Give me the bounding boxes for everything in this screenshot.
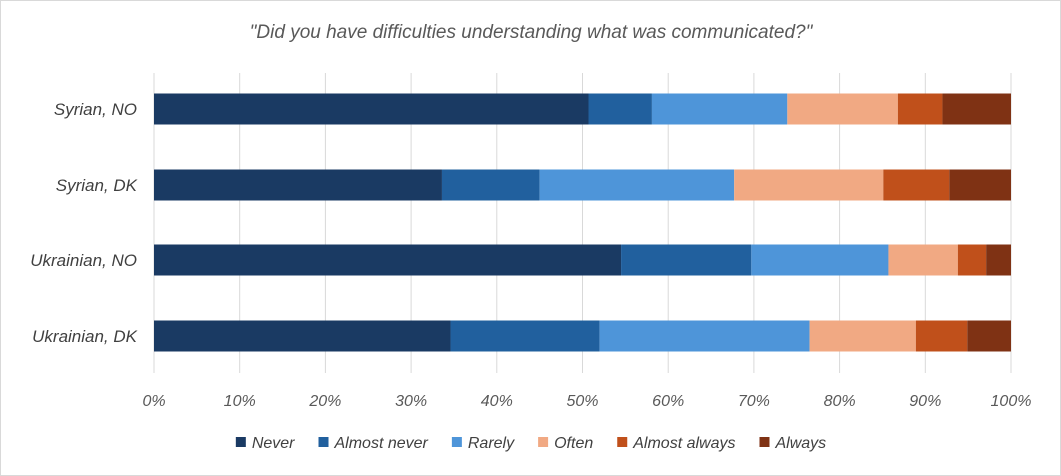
bar-segment (588, 93, 652, 125)
bar-segment (450, 320, 600, 352)
bar-segment (154, 93, 589, 125)
legend-swatch (759, 437, 770, 447)
x-tick-label: 30% (395, 393, 427, 410)
category-labels: Syrian, NO Syrian, DK Ukrainian, NO Ukraini… (30, 100, 137, 346)
legend-swatch (538, 437, 549, 447)
bar-segment (949, 169, 1011, 201)
legend-label: Almost always (632, 435, 735, 452)
bar-segment (751, 244, 889, 276)
bars (154, 93, 1011, 352)
bar-segment (883, 169, 950, 201)
legend-label: Often (554, 435, 593, 452)
legend: Never Almost never Rarely Often Almost alway… (235, 435, 826, 452)
x-tick-label: 50% (566, 393, 598, 410)
bar-segment (154, 169, 442, 201)
x-tick-labels: 0% 10% 20% 30% 40% 50% 60% 70% 80% 90% 100% (142, 393, 1031, 410)
legend-swatch (318, 437, 329, 447)
x-tick-label: 20% (308, 393, 341, 410)
legend-label: Always (774, 435, 826, 452)
bar-segment (897, 93, 943, 125)
bar-segment (809, 320, 916, 352)
bar-segment (539, 169, 735, 201)
legend-swatch (617, 437, 628, 447)
bar-segment (154, 320, 451, 352)
bar-segment (957, 244, 987, 276)
x-tick-label: 90% (909, 393, 941, 410)
bar-segment (787, 93, 898, 125)
bar-segment (888, 244, 958, 276)
legend-label: Rarely (468, 435, 515, 452)
legend-swatch (235, 437, 246, 447)
legend-label: Never (252, 435, 295, 452)
x-tick-label: 70% (738, 393, 770, 410)
chart-title: "Did you have difficulties understanding… (250, 22, 814, 43)
x-tick-label: 40% (481, 393, 513, 410)
bar-segment (967, 320, 1011, 352)
bar-segment (599, 320, 810, 352)
bar-segment (154, 244, 622, 276)
category-label: Ukrainian, NO (30, 251, 137, 270)
x-tick-label: 80% (824, 393, 856, 410)
bar-segment (651, 93, 788, 125)
category-label: Syrian, NO (54, 100, 137, 119)
category-label: Syrian, DK (56, 176, 138, 195)
x-tick-label: 60% (652, 393, 684, 410)
bar-segment (942, 93, 1011, 125)
x-tick-label: 0% (142, 393, 165, 410)
bar-segment (986, 244, 1011, 276)
bar-segment (915, 320, 968, 352)
x-tick-label: 100% (991, 393, 1032, 410)
bar-segment (621, 244, 752, 276)
legend-swatch (451, 437, 462, 447)
bar-segment (734, 169, 884, 201)
bar-segment (441, 169, 540, 201)
legend-label: Almost never (334, 435, 429, 452)
category-label: Ukrainian, DK (32, 327, 138, 346)
x-tick-label: 10% (224, 393, 256, 410)
